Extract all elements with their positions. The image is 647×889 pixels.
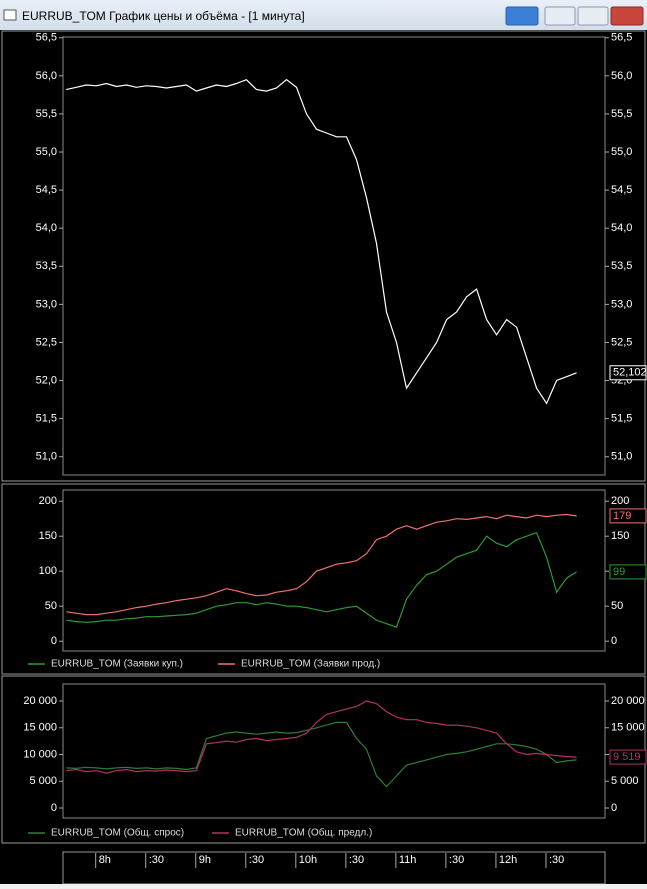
y-tick-label: 20 000 [23,695,57,707]
legend-label: EURRUB_TOM (Общ. предл.) [235,827,372,839]
legend-label: EURRUB_TOM (Общ. спрос) [51,827,184,839]
series-line [66,700,577,774]
y-tick-label: 54,5 [36,184,57,196]
chart-area [0,30,647,884]
y-tick-label: 51,5 [611,413,632,425]
y-tick-label: 150 [39,530,57,542]
y-tick-label: 0 [611,802,617,814]
x-tick-label: :30 [349,854,364,866]
last-value-label: 52,102 [613,367,647,379]
last-value-box [609,365,647,381]
y-tick-label: 54,0 [36,222,57,234]
y-tick-label: 52,0 [36,374,57,386]
window-icon [3,9,17,21]
y-tick-label: 55,5 [36,108,57,120]
series-line [66,531,577,628]
last-value-label: 179 [613,510,631,522]
plot-frame [62,683,606,819]
y-tick-label: 50 [611,600,623,612]
minimize-button[interactable] [544,6,576,26]
y-tick-label: 53,0 [611,298,632,310]
y-tick-label: 0 [611,635,617,647]
y-tick-label: 56,0 [36,70,57,82]
y-tick-label: 0 [51,635,57,647]
y-tick-label: 200 [611,495,629,507]
last-value-label: 99 [613,566,625,578]
link-button[interactable] [505,6,539,26]
plot-frame [62,36,606,476]
y-tick-label: 53,5 [36,260,57,272]
y-tick-label: 56,5 [36,32,57,44]
y-tick-label: 53,5 [611,260,632,272]
y-tick-label: 51,0 [36,451,57,463]
series-line [66,78,577,405]
y-tick-label: 51,5 [36,413,57,425]
x-tick-label: 10h [299,854,317,866]
y-tick-label: 50 [45,600,57,612]
y-tick-label: 52,5 [611,336,632,348]
y-tick-label: 10 000 [23,748,57,760]
series-line [66,721,577,788]
x-tick-label: :30 [249,854,264,866]
y-tick-label: 15 000 [611,722,645,734]
y-tick-label: 15 000 [23,722,57,734]
y-tick-label: 20 000 [611,695,645,707]
x-tick-label: 11h [399,854,417,866]
y-tick-label: 5 000 [29,775,57,787]
plot-frame [62,489,606,652]
x-tick-label: 12h [499,854,517,866]
x-tick-label: 9h [199,854,211,866]
x-tick-label: :30 [549,854,564,866]
y-tick-label: 150 [611,530,629,542]
y-tick-label: 53,0 [36,298,57,310]
y-tick-label: 200 [39,495,57,507]
y-tick-label: 52,5 [36,336,57,348]
x-tick-label: 8h [99,854,111,866]
close-button[interactable] [610,6,644,26]
y-tick-label: 55,0 [611,146,632,158]
window-title: EURRUB_TOM График цены и объёма - [1 мин… [22,9,305,23]
y-tick-label: 56,0 [611,70,632,82]
y-tick-label: 51,0 [611,451,632,463]
maximize-button[interactable] [577,6,609,26]
last-value-box [609,564,647,580]
legend-label: EURRUB_TOM (Заявки куп.) [51,659,183,670]
y-tick-label: 0 [51,802,57,814]
legend-label: EURRUB_TOM (Заявки прод.) [241,659,380,670]
x-tick-label: :30 [449,854,464,866]
last-value-box [609,508,647,524]
x-tick-label: :30 [149,854,164,866]
y-tick-label: 55,5 [611,108,632,120]
last-value-label: 9 519 [613,751,641,763]
y-tick-label: 100 [39,565,57,577]
y-tick-label: 5 000 [611,775,639,787]
y-tick-label: 54,5 [611,184,632,196]
time-axis [62,851,606,885]
y-tick-label: 54,0 [611,222,632,234]
y-tick-label: 56,5 [611,32,632,44]
last-value-box [609,749,647,765]
panel-frame [1,30,646,482]
title-bar [0,0,647,30]
y-tick-label: 55,0 [36,146,57,158]
series-line [66,513,577,616]
